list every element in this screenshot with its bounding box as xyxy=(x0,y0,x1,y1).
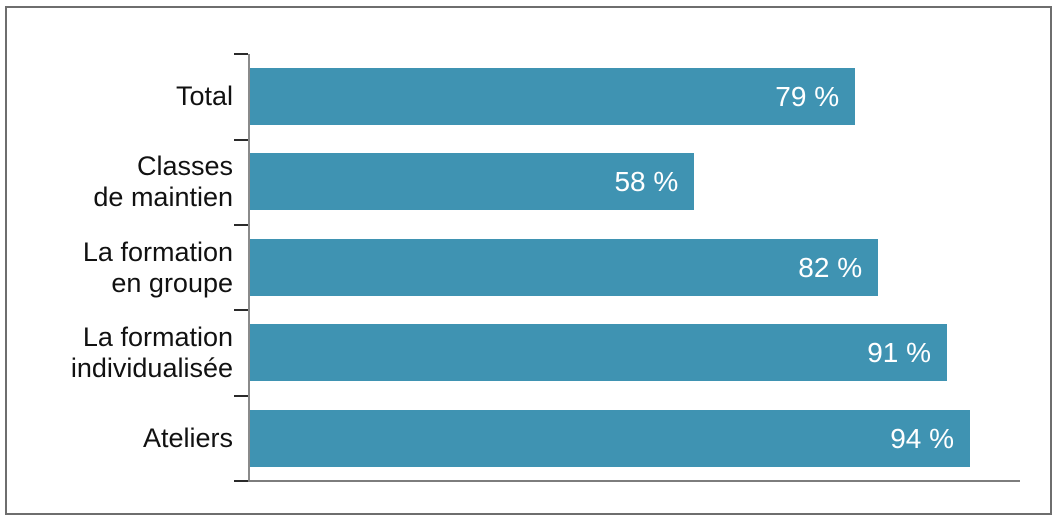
bar-value-label: 94 % xyxy=(890,422,955,454)
y-axis-tick xyxy=(234,480,248,482)
bar-value-label: 79 % xyxy=(775,80,840,112)
bar-formation-en-groupe: 82 % xyxy=(250,239,879,296)
bar-value-label: 82 % xyxy=(798,251,863,283)
y-axis-line xyxy=(248,54,250,482)
y-axis-tick xyxy=(234,53,248,55)
bar-ateliers: 94 % xyxy=(250,410,971,467)
category-label-ateliers: Ateliers xyxy=(142,423,233,453)
category-label-formation-individualisee: La formation individualisée xyxy=(70,321,233,383)
bar-total: 79 % xyxy=(250,68,856,125)
chart-frame-border xyxy=(5,6,1052,515)
plot-area: 79 % 58 % 82 % 91 % 94 % xyxy=(250,54,1016,481)
bar-row: 82 % xyxy=(250,225,1016,310)
category-label-total: Total xyxy=(175,81,233,111)
y-axis-tick xyxy=(234,139,248,141)
y-axis-tick xyxy=(234,224,248,226)
y-axis-tick xyxy=(234,309,248,311)
y-axis-tick xyxy=(234,395,248,397)
bar-formation-individualisee: 91 % xyxy=(250,324,948,381)
bar-classes-de-maintien: 58 % xyxy=(250,153,695,210)
bar-row: 91 % xyxy=(250,310,1016,395)
bar-row: 79 % xyxy=(250,54,1016,139)
x-axis-line xyxy=(248,480,1020,482)
bar-value-label: 58 % xyxy=(614,165,679,197)
category-label-formation-en-groupe: La formation en groupe xyxy=(82,236,233,298)
category-label-classes-de-maintien: Classes de maintien xyxy=(93,150,233,212)
bar-value-label: 91 % xyxy=(867,336,932,368)
bar-row: 94 % xyxy=(250,396,1016,481)
bar-row: 58 % xyxy=(250,139,1016,224)
